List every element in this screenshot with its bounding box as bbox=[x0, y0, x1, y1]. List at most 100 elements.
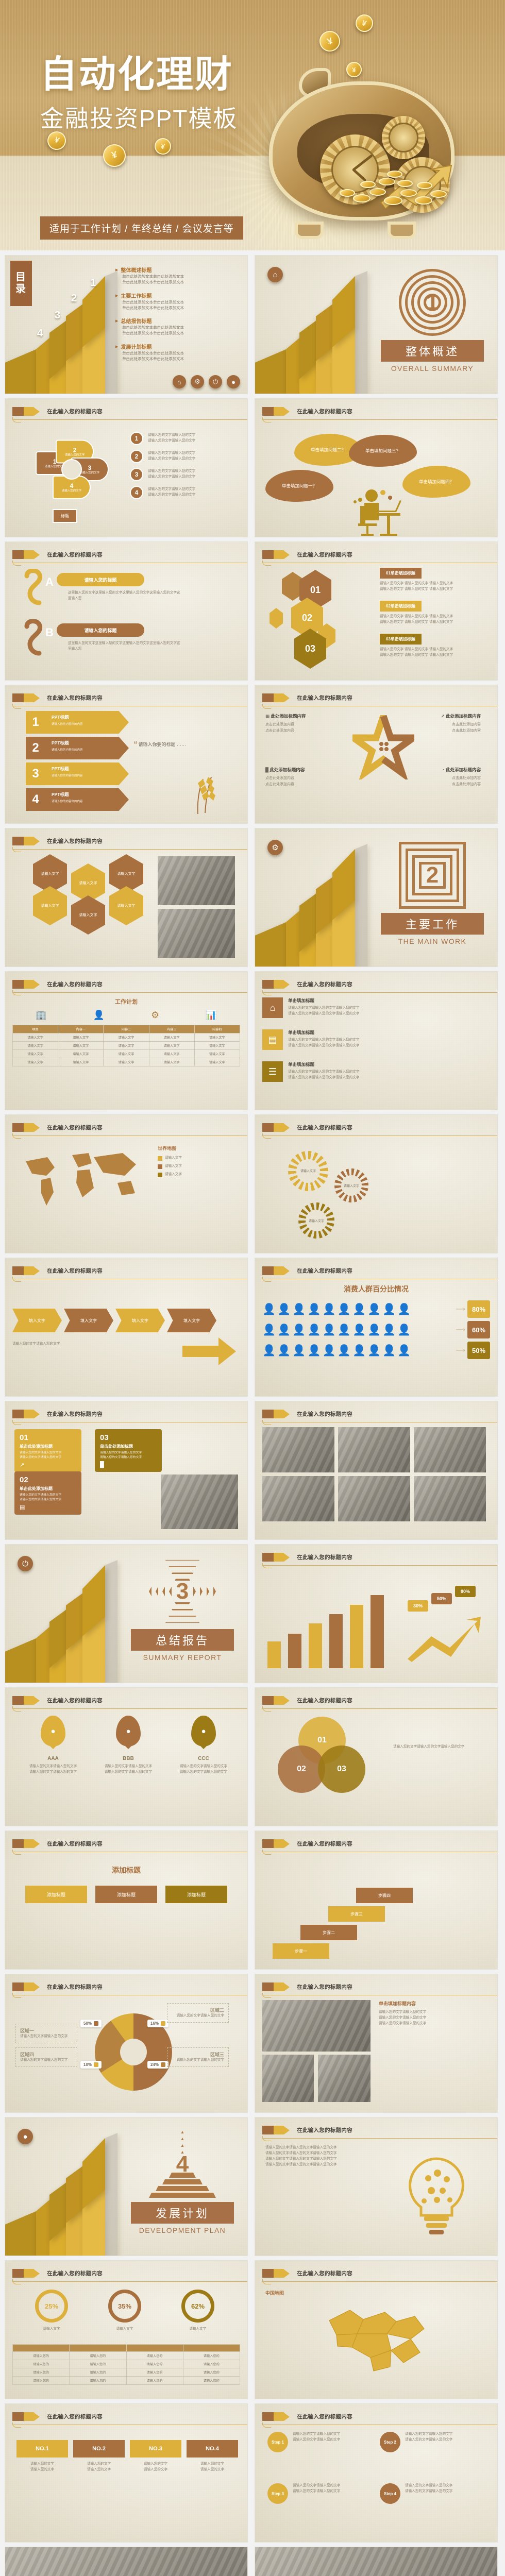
pin-item[interactable]: ● BBB 请输入您的文字请输入您的文字 请输入您的文字请输入您的文字 bbox=[95, 1716, 162, 1775]
slide-icon-list[interactable]: 在此输入您的标题内容 ⌂ 单击填加标题 请输入您的文字请输入您的文字请输入您的文… bbox=[255, 972, 497, 1110]
power-icon[interactable]: ⏻ bbox=[209, 375, 222, 388]
slide-photo-blocks[interactable]: 在此输入您的标题内容 单击填加标题内容 请输入您的文字请输入您的文字 请输入您的文… bbox=[255, 1974, 497, 2112]
table-row[interactable]: 请输入文字 请输入文字 请输入文字 请输入文字 请输入文字 bbox=[12, 1058, 241, 1066]
no-item[interactable]: NO.4 请输入您的文字 请输入您的文字 bbox=[187, 2440, 238, 2473]
slide-gears[interactable]: 在此输入您的标题内容 请输入文字 请输入文字 请输入文字 bbox=[255, 1115, 497, 1253]
slide-section-divider-3[interactable]: ⏻ 3 总结报告 SUMMARY REPORT bbox=[5, 1545, 247, 1683]
venn-circle[interactable]: 02 bbox=[278, 1745, 325, 1793]
slide-donut-four-part[interactable]: 在此输入您的标题内容 1 请输入您的文字 2 请输入您的文字 3 请输入您的文字… bbox=[5, 399, 247, 537]
step-item[interactable]: Step 1 请输入您的文字请输入您的文字 请输入您的文字请输入您的文字 bbox=[267, 2432, 371, 2452]
slide-section-divider-2[interactable]: ⚙ 2 主要工作 THE MAIN WORK bbox=[255, 828, 497, 967]
people-row[interactable]: 👤 👤 👤 👤 👤 👤 👤 👤 👤 👤 ⟶ 50% bbox=[262, 1342, 490, 1359]
slide-ab-swirl[interactable]: 在此输入您的标题内容 A 请输入您的标题 这里输入您的文字这里输入您的文字这里输… bbox=[5, 542, 247, 680]
star-callout[interactable]: █ 此处添加标题内容 点击此处添加内容 点击此处添加内容 bbox=[265, 767, 358, 787]
slide-venn[interactable]: 在此输入您的标题内容 01 02 03 请输入您的文字请输入您的文字请输入您的文… bbox=[255, 1688, 497, 1826]
arrow-row[interactable]: 4 PPT标题 请输入你的内容你的内容 bbox=[26, 788, 129, 811]
hex-row[interactable]: 01单击填加标题 请输入您的文字 请输入您的文字 请输入您的文字 请输入您的文字 … bbox=[380, 568, 488, 592]
flow-step[interactable]: 填入文字 bbox=[12, 1309, 62, 1332]
slide-numbered-blocks[interactable]: 在此输入您的标题内容 NO.1 请输入您的文字 请输入您的文字 NO.2 请输入您… bbox=[5, 2404, 247, 2542]
photo-thumbnail[interactable] bbox=[262, 2000, 371, 2052]
step-item[interactable]: Step 4 请输入您的文字请输入您的文字 请输入您的文字请输入您的文字 bbox=[380, 2483, 483, 2504]
slide-table-of-contents[interactable]: 1 23 4 目录 整体概述标题 单击此处添加文本单击此处添加文本单击此处添加文本单… bbox=[5, 256, 247, 394]
gear-icon[interactable]: ⚙ bbox=[267, 840, 283, 855]
photo-thumbnail[interactable] bbox=[414, 1427, 486, 1472]
table-row[interactable]: 请输入您的 请输入您的 请输入您的 请输入您的 bbox=[12, 2368, 241, 2377]
slide-photo-handshake[interactable] bbox=[255, 2547, 497, 2576]
hex-row[interactable]: 03单击填加标题 请输入您的文字 请输入您的文字 请输入您的文字 请输入您的文字 … bbox=[380, 634, 488, 658]
star-callout[interactable]: ◔ 此处添加标题内容 点击此处添加内容 点击此处添加内容 bbox=[388, 767, 481, 787]
thought-bubble[interactable]: 单击填加问题三？ bbox=[349, 435, 417, 467]
gear-shape[interactable]: 请输入文字 bbox=[298, 1202, 334, 1239]
table-row[interactable]: 请输入您的 请输入您的 请输入您的 请输入您的 bbox=[12, 2351, 241, 2360]
hex-cell[interactable]: 请输入文字 bbox=[109, 886, 143, 925]
photo-thumbnail[interactable] bbox=[262, 2055, 314, 2102]
plan-tab[interactable]: 添加标题 bbox=[95, 1886, 157, 1903]
icon-list-item[interactable]: ☰ 单击填加标题 请输入您的文字请输入您的文字请输入您的文字 请输入您的文字请输入… bbox=[262, 1061, 490, 1082]
table-row[interactable]: 请输入您的 请输入您的 请输入您的 请输入您的 bbox=[12, 2360, 241, 2368]
slide-photo-world-map[interactable] bbox=[5, 2547, 247, 2576]
arrow-row[interactable]: 1 PPT标题 请输入你的内容你的内容 bbox=[26, 711, 129, 734]
slide-add-plan[interactable]: 在此输入您的标题内容 添加标题 添加标题 添加标题 添加标题 bbox=[5, 1831, 247, 1969]
pie-legend-item[interactable]: 区域四 请输入您的文字请输入您的文字 bbox=[15, 2047, 77, 2067]
slide-process-flow[interactable]: 在此输入您的标题内容 填入文字 填入文字 填入文字 填入文字 请输入您的文字请输入您的… bbox=[5, 1258, 247, 1396]
slide-numbered-arrows[interactable]: 在此输入您的标题内容 1 PPT标题 请输入你的内容你的内容 2 PPT标题 请… bbox=[5, 685, 247, 823]
photo-thumbnail[interactable] bbox=[338, 1427, 410, 1472]
step-item[interactable]: Step 2 请输入您的文字请输入您的文字 请输入您的文字请输入您的文字 bbox=[380, 2432, 483, 2452]
flow-step[interactable]: 填入文字 bbox=[167, 1309, 216, 1332]
ab-row[interactable]: B 请输入您的标题 这里输入您的文字这里输入您的文字这里输入您的文字这里输入您的… bbox=[12, 618, 240, 666]
slide-idea-bulb[interactable]: 在此输入您的标题内容 请输入您的文字请输入您的文字请输入您的文字 请输入您的文字请… bbox=[255, 2117, 497, 2256]
people-row[interactable]: 👤 👤 👤 👤 👤 👤 👤 👤 👤 👤 ⟶ 60% bbox=[262, 1321, 490, 1338]
photo-thumbnail[interactable] bbox=[338, 1476, 410, 1521]
plan-tab[interactable]: 添加标题 bbox=[165, 1886, 227, 1903]
photo-thumbnail[interactable] bbox=[318, 2055, 371, 2102]
step-block[interactable]: 步骤四 bbox=[356, 1888, 413, 1903]
slide-section-divider-4[interactable]: ● 4 发展计划 DEVELOPMENT PLAN bbox=[5, 2117, 247, 2256]
kpi-item[interactable]: 25% 请输入文字 bbox=[21, 2290, 82, 2332]
slide-pie-chart[interactable]: 在此输入您的标题内容 50% 16% 24% 10% 区域一 请输入您的文字请输… bbox=[5, 1974, 247, 2112]
hex-cell[interactable]: 请输入文字 bbox=[33, 886, 67, 925]
slide-question-clouds[interactable]: 在此输入您的标题内容 单击填加问题一？ 单击填加问题二？ 单击填加问题三？ 单击填加问… bbox=[255, 399, 497, 537]
slide-photo-grid[interactable]: 在此输入您的标题内容 bbox=[255, 1401, 497, 1539]
slide-info-cards[interactable]: 在此输入您的标题内容 01 单击此处添加标题 请输入您的文字请输入您的文字 请输入… bbox=[5, 1401, 247, 1539]
list-item[interactable]: 4 请输入您的文字请输入您的文字 请输入您的文字请输入您的文字 bbox=[130, 486, 238, 499]
pin-item[interactable]: ● CCC 请输入您的文字请输入您的文字 请输入您的文字请输入您的文字 bbox=[170, 1716, 237, 1775]
step-block[interactable]: 步骤三 bbox=[328, 1906, 385, 1922]
pin-item[interactable]: ● AAA 请输入您的文字请输入您的文字 请输入您的文字请输入您的文字 bbox=[20, 1716, 87, 1775]
list-item[interactable]: 2 请输入您的文字请输入您的文字 请输入您的文字请输入您的文字 bbox=[130, 450, 238, 463]
arrow-row[interactable]: 3 PPT标题 请输入你的内容你的内容 bbox=[26, 762, 129, 785]
kpi-item[interactable]: 62% 请输入文字 bbox=[167, 2290, 229, 2332]
plan-tab[interactable]: 添加标题 bbox=[25, 1886, 87, 1903]
home-icon[interactable]: ⌂ bbox=[267, 267, 283, 282]
star-callout[interactable]: ▦ 此处添加标题内容 点击此处添加内容 点击此处添加内容 bbox=[265, 713, 358, 734]
gear-shape[interactable]: 请输入文字 bbox=[288, 1151, 328, 1191]
slide-map-pins[interactable]: 在此输入您的标题内容 ● AAA 请输入您的文字请输入您的文字 请输入您的文字请输… bbox=[5, 1688, 247, 1826]
table-row[interactable]: 请输入文字 请输入文字 请输入文字 请输入文字 请输入文字 bbox=[12, 1033, 241, 1042]
slide-kpi-donuts[interactable]: 在此输入您的标题内容 25% 请输入文字 35% 请输入文字 62% 请输入文字… bbox=[5, 2261, 247, 2399]
gear-icon[interactable]: ⚙ bbox=[191, 375, 204, 388]
info-card[interactable]: 02 单击此处添加标题 请输入您的文字请输入您的文字 请输入您的文字请输入您的文字… bbox=[14, 1471, 81, 1515]
info-card[interactable]: 01 单击此处添加标题 请输入您的文字请输入您的文字 请输入您的文字请输入您的文字… bbox=[14, 1429, 81, 1473]
kpi-item[interactable]: 35% 请输入文字 bbox=[94, 2290, 156, 2332]
slide-china-map[interactable]: 在此输入您的标题内容 中国地图 bbox=[255, 2261, 497, 2399]
no-item[interactable]: NO.3 请输入您的文字 请输入您的文字 bbox=[130, 2440, 181, 2473]
thought-bubble[interactable]: 单击填加问题四？ bbox=[402, 466, 470, 498]
list-item[interactable]: 3 请输入您的文字请输入您的文字 请输入您的文字请输入您的文字 bbox=[130, 468, 238, 481]
home-icon[interactable]: ⌂ bbox=[173, 375, 186, 388]
pie-legend-item[interactable]: 区域三 请输入您的文字请输入您的文字 bbox=[167, 2047, 229, 2067]
slide-world-map[interactable]: 在此输入您的标题内容 世界地图 请输入文字 请输入文字 请输入文字 bbox=[5, 1115, 247, 1253]
step-item[interactable]: Step 3 请输入您的文字请输入您的文字 请输入您的文字请输入您的文字 bbox=[267, 2483, 371, 2504]
table-row[interactable]: 请输入文字 请输入文字 请输入文字 请输入文字 请输入文字 bbox=[12, 1049, 241, 1058]
info-card[interactable]: 03 单击此处添加标题 请输入您的文字请输入您的文字 请输入您的文字请输入您的文字… bbox=[95, 1429, 162, 1472]
slide-hexagon-grid[interactable]: 在此输入您的标题内容 请输入文字 请输入文字 请输入文字 请输入文字 请输入文字… bbox=[5, 828, 247, 967]
photo-thumbnail[interactable] bbox=[262, 1476, 334, 1521]
venn-circle[interactable]: 03 bbox=[318, 1745, 365, 1793]
table-row[interactable]: 请输入您的 请输入您的 请输入您的 请输入您的 bbox=[12, 2376, 241, 2385]
gear-shape[interactable]: 请输入文字 bbox=[334, 1168, 368, 1202]
arrow-row[interactable]: 2 PPT标题 请输入你的内容你的内容 bbox=[26, 737, 129, 759]
slide-step-stairs[interactable]: 在此输入您的标题内容 步骤一 步骤二 步骤三 步骤四 bbox=[255, 1831, 497, 1969]
pie-legend-item[interactable]: 区域一 请输入您的文字请输入您的文字 bbox=[15, 2024, 77, 2043]
